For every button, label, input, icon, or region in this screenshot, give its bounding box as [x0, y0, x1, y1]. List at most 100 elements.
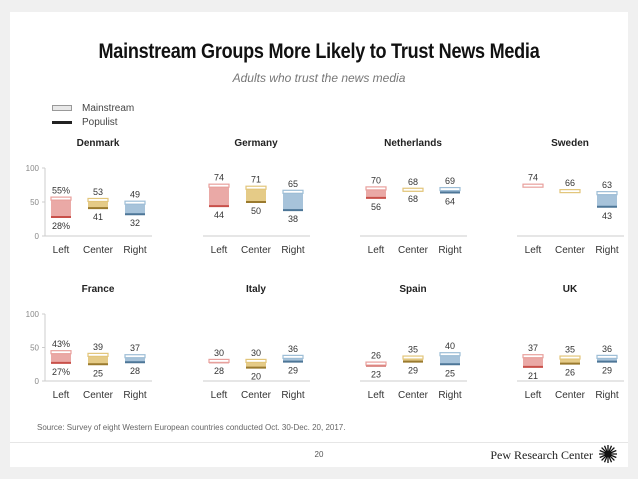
data-label-populist: 27%	[52, 367, 70, 377]
x-tick-label: Right	[438, 245, 462, 256]
mainstream-marker	[559, 355, 581, 360]
data-label-populist: 38	[288, 214, 298, 224]
range-bar-center	[88, 354, 108, 365]
x-tick-label: Center	[555, 390, 586, 401]
data-label-populist: 25	[93, 368, 103, 378]
range-bar-left	[51, 198, 71, 217]
mainstream-marker	[522, 183, 544, 188]
range-bar-center	[246, 187, 266, 202]
data-label-mainstream: 37	[528, 343, 538, 353]
mainstream-marker	[245, 185, 267, 190]
data-label-mainstream: 49	[130, 190, 140, 200]
data-label-populist: 43	[602, 211, 612, 221]
data-label-populist: 32	[130, 218, 140, 228]
mainstream-marker	[402, 187, 424, 192]
y-tick-label: 100	[26, 310, 40, 319]
mainstream-marker	[402, 355, 424, 360]
x-tick-label: Right	[595, 245, 619, 256]
mainstream-marker	[439, 186, 461, 192]
mainstream-marker	[365, 361, 387, 366]
data-label-mainstream: 55%	[52, 186, 70, 196]
data-label-populist: 64	[445, 196, 455, 206]
data-label-mainstream: 63	[602, 180, 612, 190]
data-label-populist: 26	[565, 368, 575, 378]
legend-label-mainstream: Mainstream	[82, 102, 135, 114]
legend-item-mainstream: Mainstream	[52, 101, 134, 115]
data-label-populist: 56	[371, 202, 381, 212]
panel-title-uk: UK	[563, 284, 578, 295]
mainstream-marker	[439, 352, 461, 357]
y-tick-label: 50	[30, 344, 39, 353]
range-bar-left	[366, 188, 386, 198]
panel-title-spain: Spain	[399, 284, 426, 295]
data-label-mainstream: 40	[445, 341, 455, 351]
data-label-populist: 28%	[52, 221, 70, 231]
x-tick-label: Right	[595, 390, 619, 401]
data-label-populist: 20	[251, 372, 261, 382]
chart-title: Mainstream Groups More Likely to Trust N…	[98, 40, 540, 63]
data-label-populist: 21	[528, 371, 538, 381]
data-label-mainstream: 53	[93, 187, 103, 197]
data-label-mainstream: 35	[565, 345, 575, 355]
data-label-mainstream: 74	[214, 173, 224, 183]
mainstream-marker	[87, 197, 109, 203]
data-label-populist: 28	[130, 366, 140, 376]
range-bar-center	[560, 357, 580, 364]
y-tick-label: 50	[30, 198, 39, 207]
x-tick-label: Left	[53, 390, 70, 401]
mainstream-swatch-icon	[52, 105, 72, 111]
data-label-populist: 28	[214, 366, 224, 376]
mainstream-marker	[124, 354, 146, 359]
data-label-mainstream: 36	[288, 344, 298, 354]
range-bar-right	[597, 193, 617, 207]
brand-logo-text: Pew Research Center	[490, 448, 593, 462]
x-tick-label: Left	[368, 245, 385, 256]
mainstream-marker	[124, 200, 146, 205]
x-tick-label: Center	[241, 390, 272, 401]
mainstream-marker	[522, 354, 544, 359]
data-label-mainstream: 43%	[52, 339, 70, 349]
data-label-populist: 23	[371, 370, 381, 380]
panel-title-sweden: Sweden	[551, 138, 589, 149]
panel-title-netherlands: Netherlands	[384, 138, 442, 149]
data-label-mainstream: 68	[408, 177, 418, 187]
x-tick-label: Right	[281, 390, 305, 401]
mainstream-marker	[365, 186, 387, 191]
data-label-mainstream: 37	[130, 343, 140, 353]
y-tick-label: 0	[35, 232, 40, 241]
legend-label-populist: Populist	[82, 116, 118, 128]
panel-title-denmark: Denmark	[77, 138, 120, 149]
range-bar-right	[125, 356, 145, 363]
range-bar-left	[523, 356, 543, 367]
x-tick-label: Right	[281, 245, 305, 256]
populist-swatch-icon	[52, 120, 72, 124]
slide-card	[10, 12, 628, 467]
mainstream-marker	[87, 352, 109, 357]
x-tick-label: Center	[241, 245, 272, 256]
y-tick-label: 0	[35, 377, 40, 386]
mainstream-marker	[208, 183, 230, 188]
legend: Mainstream Populist	[52, 101, 134, 129]
panel-title-italy: Italy	[246, 284, 266, 295]
data-label-populist: 41	[93, 212, 103, 222]
data-label-populist: 25	[445, 368, 455, 378]
data-label-mainstream: 35	[408, 345, 418, 355]
mainstream-marker	[245, 358, 267, 363]
data-label-mainstream: 74	[528, 173, 538, 183]
x-tick-label: Center	[83, 390, 114, 401]
data-label-populist: 50	[251, 206, 261, 216]
data-label-populist: 44	[214, 210, 224, 220]
panel-title-france: France	[82, 284, 115, 295]
x-tick-label: Left	[525, 245, 542, 256]
range-bar-right	[597, 356, 617, 362]
x-tick-label: Right	[123, 390, 147, 401]
x-tick-label: Center	[555, 245, 586, 256]
x-tick-label: Left	[53, 245, 70, 256]
range-bar-center	[246, 360, 266, 368]
data-label-populist: 29	[602, 366, 612, 376]
mainstream-marker	[282, 189, 304, 194]
mainstream-marker	[596, 354, 618, 359]
range-bar-right	[440, 354, 460, 365]
x-tick-label: Right	[438, 390, 462, 401]
